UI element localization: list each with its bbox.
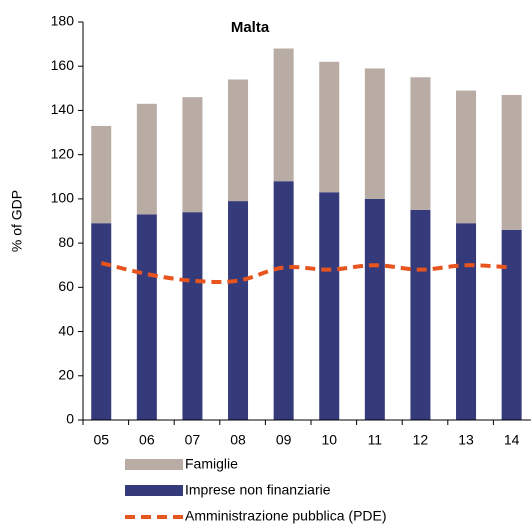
y-tick-label: 80 [58, 234, 74, 250]
legend-label: Amministrazione pubblica (PDE) [185, 508, 387, 524]
legend-swatch [125, 459, 183, 470]
bar [273, 48, 294, 182]
legend-label: Imprese non finanziarie [185, 482, 331, 498]
bar [364, 68, 385, 199]
y-tick-label: 40 [58, 322, 74, 338]
bar [319, 61, 340, 193]
x-tick-label: 08 [230, 432, 246, 448]
y-tick-label: 60 [58, 278, 74, 294]
bar [501, 94, 522, 230]
y-tick-label: 140 [51, 101, 75, 117]
x-tick-label: 13 [458, 432, 474, 448]
bar [410, 77, 431, 210]
y-tick-label: 180 [51, 13, 75, 29]
legend-label: Famiglie [185, 456, 238, 472]
x-tick-label: 09 [276, 432, 292, 448]
y-tick-label: 160 [51, 57, 75, 73]
bar [319, 192, 340, 420]
x-tick-label: 10 [321, 432, 337, 448]
line [100, 261, 512, 284]
bar [273, 181, 294, 420]
x-tick-label: 07 [185, 432, 201, 448]
y-tick-label: 20 [58, 366, 74, 382]
y-axis-label: % of GDP [9, 190, 25, 252]
bar [456, 90, 477, 224]
chart-title: Malta [231, 19, 270, 36]
legend-swatch [125, 485, 183, 496]
x-tick-label: 05 [93, 432, 109, 448]
x-tick-label: 14 [504, 432, 520, 448]
y-tick-label: 100 [51, 190, 75, 206]
bar [136, 214, 157, 420]
bar [364, 198, 385, 420]
bar [91, 223, 112, 420]
x-tick-label: 06 [139, 432, 155, 448]
bar [410, 209, 431, 420]
bar [228, 79, 249, 202]
bar [136, 103, 157, 215]
bar [182, 97, 203, 213]
bar [228, 201, 249, 420]
y-tick-label: 0 [66, 411, 74, 427]
bar [182, 212, 203, 420]
x-tick-label: 12 [413, 432, 429, 448]
x-tick-label: 11 [368, 432, 383, 448]
bar [456, 223, 477, 420]
y-tick-label: 120 [51, 145, 75, 161]
bar [91, 125, 112, 224]
bar [501, 229, 522, 420]
